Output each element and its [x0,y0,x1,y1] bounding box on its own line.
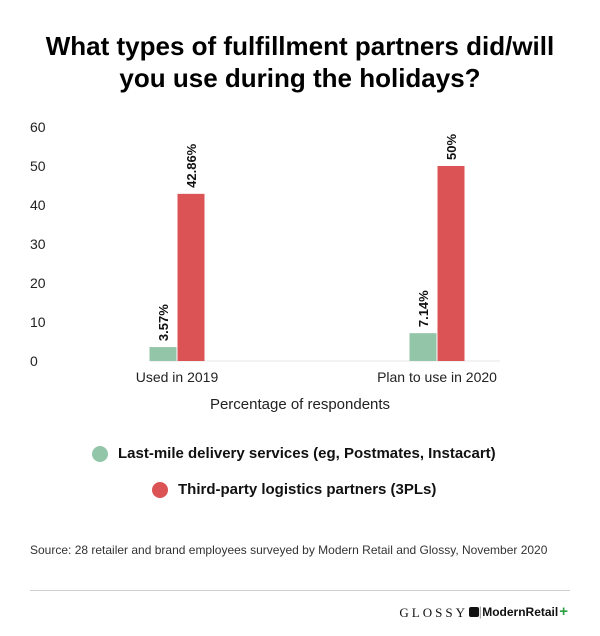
bar-3pl-0 [177,193,205,361]
y-tick-label: 30 [30,236,46,252]
modern-retail-wordmark: ModernRetail [482,605,559,619]
data-label: 42.86% [184,143,199,188]
title-line-1: What types of fulfillment partners did/w… [45,31,555,61]
y-tick-label: 50 [30,158,46,174]
y-tick-label: 20 [30,275,46,291]
glossy-logo: GLOSSY [399,605,468,620]
data-label: 50% [444,134,459,160]
legend-label-3pl: Third-party logistics partners (3PLs) [178,481,437,498]
data-label: 7.14% [416,290,431,327]
footer-divider [30,590,570,591]
modern-retail-mark-icon [469,607,480,617]
legend-label-last-mile: Last-mile delivery services (eg, Postmat… [118,445,496,462]
bar-last-mile-0 [149,347,177,361]
legend-swatch-last-mile [92,445,108,462]
y-tick-label: 0 [30,353,38,369]
y-tick-label: 10 [30,314,46,330]
logo-separator: | [478,604,482,619]
x-axis-title: Percentage of respondents [209,396,391,413]
legend-item-3pl: Third-party logistics partners (3PLs) [152,481,436,498]
bar-3pl-1 [437,166,465,361]
x-tick-label: Used in 2019 [136,369,219,385]
bar-last-mile-1 [409,333,437,361]
legend-item-last-mile: Last-mile delivery services (eg, Postmat… [92,445,496,462]
modern-retail-logo: ModernRetail + [469,603,568,620]
title-line-2: you use during the holidays? [119,63,481,93]
y-tick-label: 40 [30,197,46,213]
modern-retail-plus: + [559,603,568,620]
legend-swatch-3pl [152,481,168,498]
x-tick-label: Plan to use in 2020 [377,369,497,385]
source-note: Source: 28 retailer and brand employees … [30,543,548,557]
chart-title: What types of fulfillment partners did/w… [20,30,580,94]
data-label: 3.57% [156,304,171,341]
y-tick-label: 60 [30,119,46,135]
